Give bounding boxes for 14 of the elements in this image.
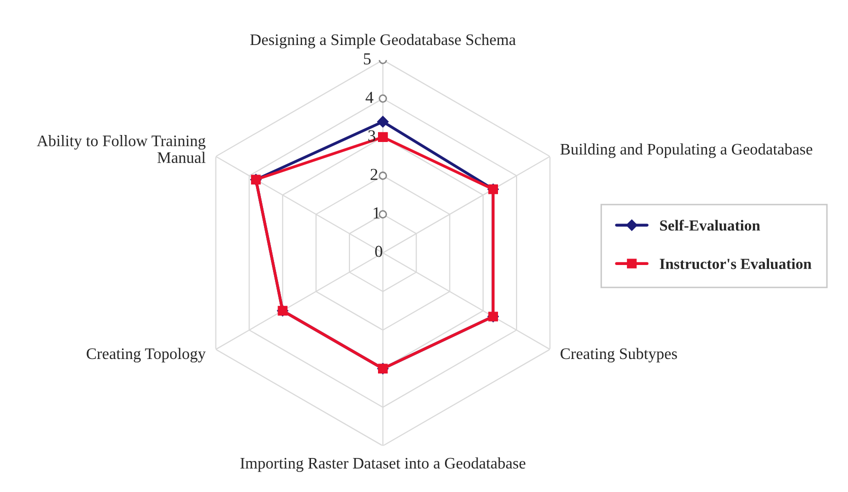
y-tick-label: 3 <box>368 130 376 142</box>
legend-label: Instructor's Evaluation <box>660 258 812 270</box>
y-tick-label: 0 <box>375 246 382 258</box>
legend-label: Self-Evaluation <box>660 220 760 231</box>
spoke-label: Creating Topology <box>86 348 206 362</box>
spoke-label: Ability to Follow Training Manual <box>36 135 206 164</box>
y-tick-label: 2 <box>370 168 378 180</box>
y-tick-label: 5 <box>364 53 371 64</box>
y-tick-label: 4 <box>366 92 374 103</box>
spoke-label: Designing a Simple Geodatabase Schema <box>250 34 516 48</box>
spoke-label: Importing Raster Dataset into a Geodatabase <box>240 457 526 472</box>
spoke-label: Creating Subtypes <box>560 348 677 362</box>
spoke-label: Building and Populating a Geodatabase <box>560 143 812 158</box>
y-tick-label: 1 <box>374 207 380 218</box>
